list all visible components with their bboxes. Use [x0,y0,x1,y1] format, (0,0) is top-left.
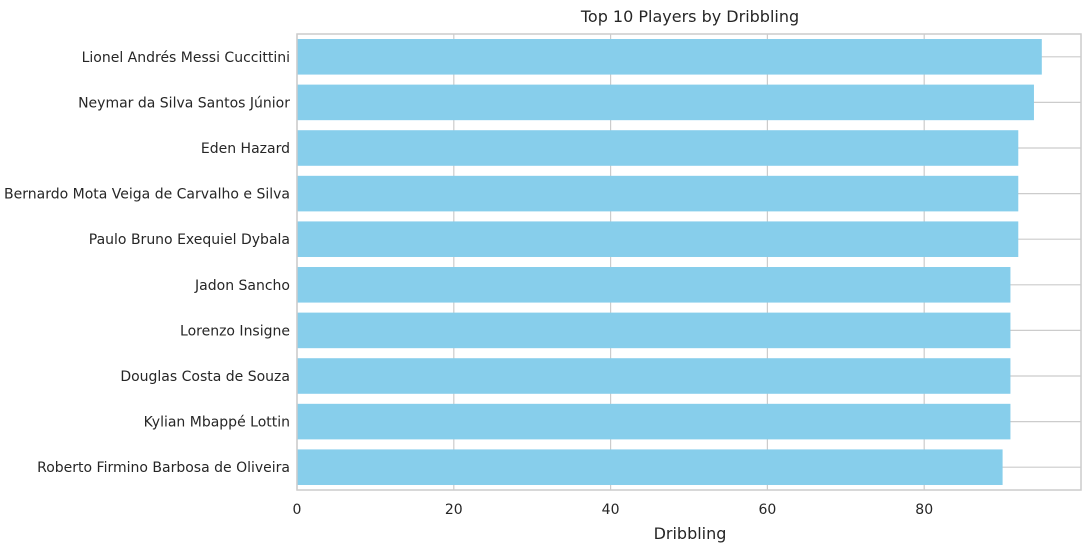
plot-frame [296,33,1082,491]
category-label: Bernardo Mota Veiga de Carvalho e Silva [4,187,290,203]
bar [297,84,1034,121]
bar [297,403,1011,440]
category-labels: Lionel Andrés Messi Cuccittini Neymar da … [4,50,290,476]
category-label: Jadon Sancho [194,278,290,294]
x-axis-title: Dribbling [654,524,727,543]
bar [297,175,1019,212]
bar [297,130,1019,166]
category-label: Lionel Andrés Messi Cuccittini [82,50,290,66]
bar [297,449,1003,485]
x-tick-label: 0 [293,502,302,518]
category-label: Roberto Firmino Barbosa de Oliveira [37,460,290,476]
category-label: Douglas Costa de Souza [120,369,290,385]
bar [297,312,1011,349]
x-tick-label: 40 [602,502,620,518]
category-label: Lorenzo Insigne [180,323,290,339]
x-tick-labels: 0 20 40 60 80 [293,502,934,518]
category-label: Neymar da Silva Santos Júnior [78,95,290,111]
x-tick-label: 80 [915,502,933,518]
bar [297,221,1019,257]
bar [297,358,1011,394]
bar [297,39,1042,75]
category-label: Kylian Mbappé Lottin [144,415,290,431]
bar [297,267,1011,303]
x-tick-label: 20 [445,502,463,518]
chart-title: Top 10 Players by Dribbling [580,7,799,26]
category-label: Eden Hazard [201,141,290,157]
category-label: Paulo Bruno Exequiel Dybala [89,232,290,248]
bars [297,39,1042,485]
x-tick-label: 60 [758,502,776,518]
